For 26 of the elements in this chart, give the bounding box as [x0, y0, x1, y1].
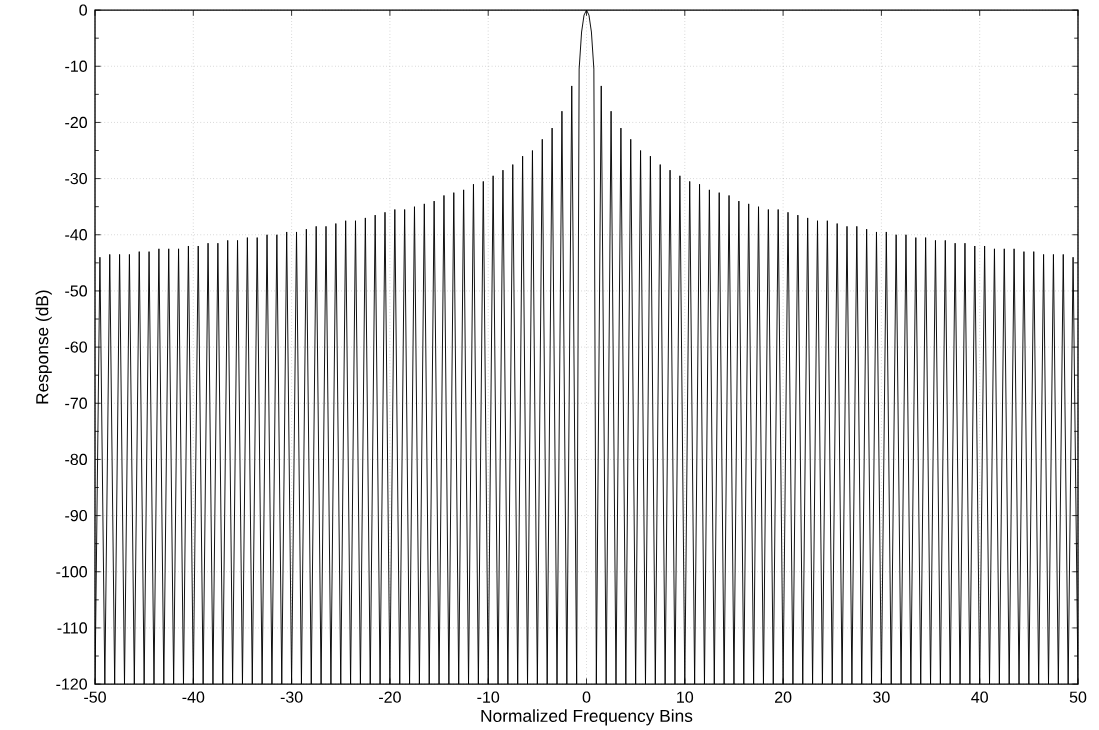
- x-tick-label: -50: [84, 691, 106, 703]
- x-tick-label: 30: [873, 691, 890, 703]
- x-tick-label: 50: [1069, 691, 1087, 703]
- x-tick-label: 20: [775, 691, 792, 703]
- y-tick-label: -10: [65, 60, 88, 72]
- y-tick-label: -40: [65, 229, 88, 241]
- x-tick-label: -40: [182, 691, 205, 703]
- y-tick-label: 0: [79, 4, 88, 16]
- y-tick-label: -120: [56, 678, 88, 690]
- x-tick-label: -10: [477, 691, 500, 703]
- y-axis-title: Response (dB): [35, 290, 52, 404]
- y-tick-label: -60: [65, 341, 88, 353]
- y-tick-label: -100: [56, 566, 88, 578]
- y-tick-label: -110: [57, 622, 88, 634]
- y-tick-label: -50: [65, 285, 88, 297]
- y-tick-label: -80: [65, 453, 88, 466]
- x-axis-title: Normalized Frequency Bins: [481, 709, 693, 726]
- x-tick-label: -20: [379, 691, 401, 703]
- x-tick-label: 0: [582, 691, 591, 703]
- y-tick-label: -30: [65, 172, 88, 185]
- x-tick-label: 40: [971, 691, 988, 703]
- y-tick-label: -20: [65, 116, 88, 129]
- x-tick-label: -30: [280, 691, 303, 703]
- y-tick-label: -90: [65, 509, 88, 522]
- x-tick-label: 10: [677, 691, 694, 703]
- y-tick-label: -70: [65, 397, 88, 409]
